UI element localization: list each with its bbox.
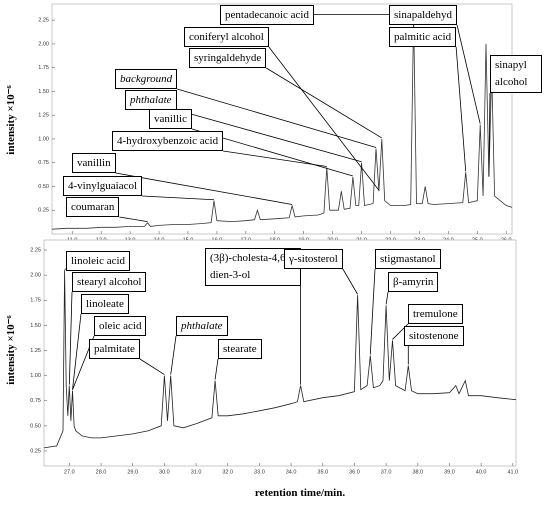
x-tick-label: 29.0 xyxy=(127,469,138,475)
leader-line xyxy=(265,67,383,139)
y-tick-label: 0.25 xyxy=(30,448,41,454)
annotation: pentadecanoic acid xyxy=(220,5,314,25)
annotation: coumaran xyxy=(66,197,120,217)
y-tick-label: 1.00 xyxy=(30,373,41,379)
leader-line xyxy=(142,195,215,201)
y-tick-label: 1.75 xyxy=(30,298,41,304)
x-tick-label: 37.0 xyxy=(381,469,392,475)
y-axis-label: intensity ×10⁻⁶ xyxy=(5,315,17,385)
y-tick-label: 1.75 xyxy=(38,65,49,71)
annotation: palmitate xyxy=(89,339,140,359)
annotation: vanillin xyxy=(72,153,116,173)
y-tick-label: 2.00 xyxy=(30,273,41,279)
annotation: oleic acid xyxy=(94,316,147,336)
annotation: tremulone xyxy=(408,304,463,324)
y-tick-label: 0.50 xyxy=(38,184,49,190)
leader-line xyxy=(456,24,481,124)
leader-line xyxy=(369,268,376,355)
annotation: sitostenone xyxy=(404,326,464,346)
annotation: linoleate xyxy=(81,294,129,314)
annotation: background xyxy=(115,69,178,89)
leader-line xyxy=(455,46,467,172)
leader-line xyxy=(223,150,327,167)
annotation: phthalate xyxy=(125,90,177,110)
x-tick-label: 41.0 xyxy=(507,469,518,475)
y-tick-label: 2.25 xyxy=(30,247,41,253)
leader-line xyxy=(342,268,358,295)
x-tick-label: 40.0 xyxy=(476,469,487,475)
annotation: palmitic acid xyxy=(389,27,457,47)
y-tick-label: 0.75 xyxy=(38,160,49,166)
y-tick-label: 1.50 xyxy=(30,323,41,329)
x-tick-label: 27.0 xyxy=(64,469,75,475)
annotation: syringaldehyde xyxy=(189,48,267,68)
y-axis-label: intensity ×10⁻⁶ xyxy=(5,85,17,155)
leader-line xyxy=(385,291,389,305)
annotation: sinapyl alcohol xyxy=(490,55,542,93)
annotation: 4-hydroxybenzoic acid xyxy=(112,131,224,151)
x-tick-label: 34.0 xyxy=(286,469,297,475)
annotation: 4-vinylguaiacol xyxy=(63,176,143,196)
trace xyxy=(43,270,517,449)
x-tick-label: 30.0 xyxy=(159,469,170,475)
leader-line xyxy=(170,335,177,375)
x-tick-label: 36.0 xyxy=(349,469,360,475)
leader-line xyxy=(119,216,148,222)
leader-line xyxy=(268,46,380,191)
leader-line xyxy=(139,358,165,375)
x-axis-label: retention time/min. xyxy=(255,487,345,499)
leader-line xyxy=(214,358,219,380)
annotation: vanillic xyxy=(149,109,192,129)
x-tick-label: 31.0 xyxy=(191,469,202,475)
x-tick-label: 38.0 xyxy=(412,469,423,475)
leader-line xyxy=(115,172,293,205)
leader-line xyxy=(176,109,362,163)
x-tick-label: 39.0 xyxy=(444,469,455,475)
annotation: sinapaldehyd xyxy=(389,5,458,25)
annotation: stigmastanol xyxy=(375,249,441,269)
x-tick-label: 28.0 xyxy=(96,469,107,475)
annotation: phthalate xyxy=(176,316,228,336)
y-tick-label: 0.75 xyxy=(30,398,41,404)
annotation: stearyl alcohol xyxy=(72,272,147,292)
y-tick-label: 0.50 xyxy=(30,423,41,429)
annotation: stearate xyxy=(218,339,262,359)
y-tick-label: 2.25 xyxy=(38,18,49,24)
y-tick-label: 1.00 xyxy=(38,136,49,142)
leader-line xyxy=(72,313,82,390)
x-tick-label: 33.0 xyxy=(254,469,265,475)
annotation: linoleic acid xyxy=(66,251,131,271)
y-tick-label: 2.00 xyxy=(38,41,49,47)
leader-line xyxy=(177,88,377,148)
y-tick-label: 1.25 xyxy=(30,348,41,354)
y-tick-label: 0.25 xyxy=(38,208,49,214)
leader-line xyxy=(68,291,73,385)
x-tick-label: 35.0 xyxy=(317,469,328,475)
y-tick-label: 1.25 xyxy=(38,113,49,119)
annotation: γ-sitosterol xyxy=(284,249,343,269)
y-tick-label: 1.50 xyxy=(38,89,49,95)
x-tick-label: 32.0 xyxy=(222,469,233,475)
leader-line xyxy=(488,92,491,176)
annotation: coniferyl alcohol xyxy=(184,27,269,47)
annotation: β-amyrin xyxy=(388,272,439,292)
trace xyxy=(51,15,513,230)
